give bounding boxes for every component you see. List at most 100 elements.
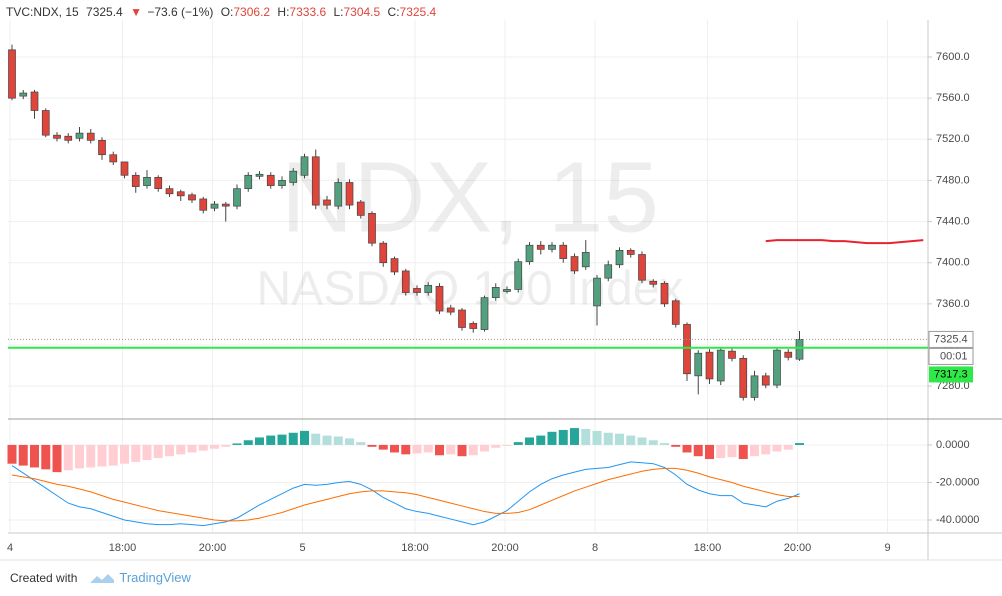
- candle-body: [41, 110, 50, 136]
- candle-body: [795, 339, 804, 360]
- histogram-bar: [491, 444, 501, 448]
- candle-body: [86, 132, 95, 141]
- histogram-bar: [142, 444, 152, 460]
- y-tick-label: 7600.0: [936, 51, 970, 63]
- candle-body: [570, 256, 579, 272]
- histogram-bar: [423, 444, 433, 453]
- histogram-bar: [333, 436, 343, 445]
- candle-body: [581, 252, 590, 268]
- y-tick-label: 7480.0: [936, 174, 970, 186]
- candle-body: [30, 91, 39, 111]
- histogram-bar: [300, 430, 309, 445]
- hline-tag: [929, 366, 973, 383]
- last-price: 7325.4: [86, 5, 123, 19]
- histogram-bar: [727, 444, 737, 458]
- histogram-bar: [435, 444, 444, 456]
- y-tick-label: 7280.0: [936, 380, 970, 392]
- last-price-tag-label: 7325.4: [934, 333, 968, 345]
- histogram-bar: [390, 444, 399, 453]
- histogram-bar: [232, 443, 242, 445]
- histogram-bar: [63, 444, 73, 471]
- candle-body: [424, 284, 433, 293]
- candle-body: [165, 188, 174, 195]
- candle-body: [154, 176, 163, 190]
- candle-body: [221, 203, 230, 207]
- x-tick-label: 20:00: [199, 542, 227, 554]
- header: TVC:NDX, 15 7325.4 ▼ −73.6 (−1%) O:7306.…: [6, 5, 440, 19]
- candle-body: [480, 297, 489, 330]
- histogram-bar: [671, 444, 681, 447]
- candle-body: [514, 261, 523, 290]
- y-tick-label: 7520.0: [936, 133, 970, 145]
- candle-body: [660, 282, 669, 305]
- labels: 7280.07320.07360.07400.07440.07480.07520…: [7, 51, 980, 554]
- hline-tag-label: 7317.3: [934, 368, 968, 380]
- candle-body: [784, 351, 793, 358]
- x-tick-label: 4: [7, 542, 13, 554]
- histogram-bar: [502, 444, 512, 446]
- candle-body: [435, 286, 444, 312]
- histogram-bar: [660, 443, 669, 445]
- histogram-bar: [153, 444, 163, 459]
- candle-body: [244, 174, 253, 190]
- histogram-bar: [356, 442, 366, 445]
- candle-body: [694, 352, 703, 377]
- ohlc-label: L:: [333, 5, 344, 19]
- histogram-bar: [750, 444, 759, 457]
- x-tick-label: 18:00: [401, 542, 429, 554]
- candle-body: [638, 254, 646, 281]
- histogram-bar: [603, 432, 613, 445]
- candle-body: [176, 191, 185, 197]
- candle-body: [19, 92, 28, 97]
- histogram-bar: [401, 444, 411, 455]
- candle-body: [458, 309, 466, 328]
- histogram-bar: [210, 444, 219, 449]
- brand-logo: [90, 573, 115, 583]
- candle-body: [8, 49, 16, 99]
- candle-body: [469, 323, 478, 329]
- ohlc-label: O:: [220, 5, 234, 19]
- candle-body: [98, 139, 106, 156]
- watermark-description: NASDAQ 100 Index: [257, 263, 684, 316]
- histogram-bar: [648, 440, 658, 445]
- ohlc-value: 7304.5: [343, 5, 381, 19]
- logo-shape: [90, 573, 115, 583]
- candle-body: [334, 182, 343, 207]
- last-price-tag: [928, 330, 974, 348]
- candle-body: [548, 244, 556, 250]
- ohlc-value: 7325.4: [399, 5, 437, 19]
- y-tick-label: 7360.0: [936, 298, 970, 310]
- candle-body: [604, 264, 613, 279]
- histogram-bar: [446, 444, 456, 455]
- candle-body: [739, 358, 748, 398]
- histogram-bar: [581, 429, 591, 445]
- histogram-bar: [30, 444, 39, 468]
- histogram-bar: [75, 444, 84, 469]
- histogram-bar: [176, 444, 186, 455]
- y-tick-label: 7560.0: [936, 92, 970, 104]
- histogram-bar: [615, 433, 624, 445]
- candle-body: [413, 288, 421, 293]
- histogram-bar: [322, 435, 332, 445]
- candle-body: [75, 132, 84, 139]
- histogram-bar: [457, 444, 467, 457]
- histogram-bar: [761, 444, 771, 455]
- y-tick-label: -40.0000: [936, 514, 979, 526]
- candle-body: [143, 176, 151, 186]
- histogram-bar: [783, 444, 793, 450]
- histogram-bar: [626, 435, 636, 445]
- histogram-bar: [165, 444, 174, 457]
- histogram-bar: [738, 444, 748, 460]
- y-tick-label: 0.0000: [936, 439, 970, 451]
- signal-line: [11, 467, 800, 522]
- candle-body: [593, 277, 601, 307]
- candle-body: [255, 173, 264, 177]
- y-tick-label: 7440.0: [936, 215, 970, 227]
- histogram-bar: [277, 434, 287, 445]
- y-tick-label: -20.0000: [936, 476, 979, 488]
- candle-body: [626, 250, 635, 255]
- candle-body: [289, 170, 298, 183]
- candle-body: [491, 287, 500, 299]
- ohlc-label: C:: [387, 5, 400, 19]
